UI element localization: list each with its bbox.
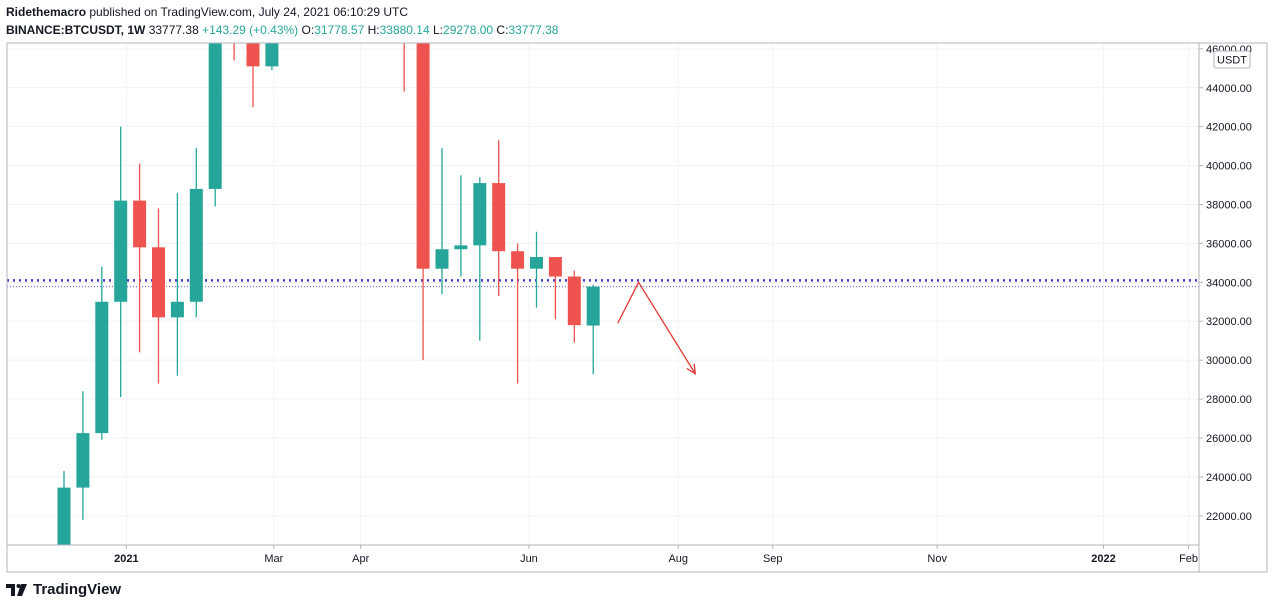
candle[interactable]	[511, 243, 525, 384]
candle-body	[76, 433, 90, 488]
candle[interactable]	[152, 208, 165, 384]
candle-body	[57, 487, 71, 545]
y-tick-label: 40000.00	[1206, 161, 1252, 173]
candle-body	[530, 257, 543, 269]
tradingview-brand[interactable]: TradingView	[6, 581, 121, 598]
candle-body	[435, 249, 449, 269]
x-tick-label: Feb	[1179, 553, 1198, 565]
candle[interactable]	[189, 148, 203, 318]
candle[interactable]	[454, 175, 468, 277]
high-label: H:	[367, 23, 380, 37]
candle-body	[548, 257, 562, 277]
candle-body	[416, 43, 430, 269]
y-tick-label: 26000.00	[1206, 433, 1252, 445]
last-price: 33777.38	[148, 23, 199, 37]
y-tick-label: 28000.00	[1206, 394, 1252, 406]
chart-frame	[6, 42, 1268, 573]
candle-body	[228, 10, 241, 39]
candle[interactable]	[567, 270, 581, 343]
x-tick-label: Mar	[264, 553, 283, 565]
candle[interactable]	[548, 257, 562, 320]
y-tick-label: 30000.00	[1206, 355, 1252, 367]
candle[interactable]	[208, 6, 222, 207]
grid-lines	[7, 43, 1199, 545]
candle[interactable]	[76, 391, 90, 520]
x-tick-label: Sep	[763, 553, 783, 565]
price-axis[interactable]: 22000.00 24000.00 26000.00 28000.00 30000.00…	[1199, 44, 1252, 523]
close-label: C:	[496, 23, 509, 37]
author-name[interactable]: Ridethemacro	[6, 5, 87, 19]
currency-label: USDT	[1217, 55, 1247, 67]
y-tick-label: 34000.00	[1206, 277, 1252, 289]
candle-body	[473, 183, 487, 246]
candle[interactable]	[435, 148, 449, 294]
low-label: L:	[433, 23, 444, 37]
publish-info: Ridethemacro published on TradingView.co…	[6, 5, 408, 19]
candle-body	[95, 301, 109, 434]
candle[interactable]	[57, 471, 71, 574]
y-tick-label: 32000.00	[1206, 316, 1252, 328]
y-tick-label: 38000.00	[1206, 199, 1252, 211]
candle[interactable]	[114, 126, 128, 398]
arrow-path[interactable]	[617, 281, 696, 375]
candle-body	[170, 301, 184, 318]
candle[interactable]	[228, 0, 241, 61]
candle-body	[208, 43, 222, 189]
currency-badge: USDT	[1213, 50, 1251, 69]
open-value: 31778.57	[314, 23, 365, 37]
symbol-info: BINANCE:BTCUSDT, 1W 33777.38 +143.29 (+0…	[6, 23, 558, 37]
x-tick-label: Nov	[927, 553, 947, 565]
candle[interactable]	[133, 163, 147, 353]
candle-body	[246, 43, 260, 67]
candle[interactable]	[586, 284, 600, 375]
candle[interactable]	[473, 177, 487, 341]
price-change: +143.29 (+0.43%)	[202, 23, 299, 37]
y-tick-label: 36000.00	[1206, 238, 1252, 250]
trend-arrow	[617, 281, 697, 376]
candle-body	[133, 200, 147, 248]
candle[interactable]	[530, 231, 543, 308]
horizontal-levels	[7, 279, 1199, 288]
candle-body	[492, 183, 506, 252]
candle-body	[189, 188, 203, 302]
x-tick-label: Aug	[668, 553, 688, 565]
candle[interactable]	[246, 6, 260, 108]
candles	[57, 0, 600, 574]
candle[interactable]	[170, 192, 184, 376]
close-value: 33777.38	[508, 23, 559, 37]
candle-body	[454, 245, 468, 250]
x-tick-label: 2021	[114, 553, 138, 565]
candle-body	[265, 43, 279, 67]
y-tick-label: 42000.00	[1206, 122, 1252, 134]
low-value: 29278.00	[443, 23, 494, 37]
y-tick-label: 44000.00	[1206, 83, 1252, 95]
candle[interactable]	[416, 0, 430, 361]
candle-body	[511, 251, 525, 269]
candle-body	[152, 247, 165, 318]
symbol-label: BINANCE:BTCUSDT, 1W	[6, 23, 146, 37]
candle[interactable]	[398, 0, 411, 92]
published-text: published on TradingView.com, July 24, 2…	[89, 5, 409, 19]
y-tick-label: 22000.00	[1206, 511, 1252, 523]
candle-body	[567, 276, 581, 326]
time-axis[interactable]: 2021 Mar Apr Jun Aug Sep Nov 2022 Feb	[114, 545, 1198, 565]
x-tick-label: 2022	[1091, 553, 1115, 565]
brand-label: TradingView	[33, 581, 122, 598]
candle[interactable]	[265, 0, 279, 71]
candle[interactable]	[492, 140, 506, 296]
open-label: O:	[301, 23, 315, 37]
high-value: 33880.14	[379, 23, 430, 37]
tradingview-logo-icon	[6, 583, 27, 596]
x-tick-label: Apr	[352, 553, 369, 565]
x-tick-label: Jun	[520, 553, 538, 565]
candle[interactable]	[95, 266, 109, 440]
candle-body	[114, 200, 128, 302]
y-tick-label: 24000.00	[1206, 472, 1252, 484]
arrow-head	[686, 363, 697, 376]
candle-body	[586, 286, 600, 326]
